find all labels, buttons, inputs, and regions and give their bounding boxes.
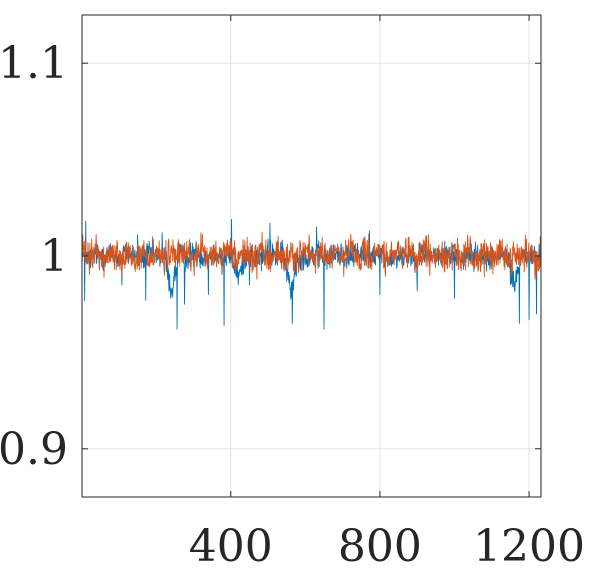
x-tick-label: 1200 bbox=[473, 521, 585, 572]
x-tick-labels: 400 800 1200 bbox=[189, 521, 585, 572]
tick-marks bbox=[82, 15, 541, 497]
y-tick-label: 0.9 bbox=[0, 424, 68, 475]
y-tick-labels: 0.9 1 1.1 bbox=[0, 38, 68, 475]
x-tick-label: 800 bbox=[338, 521, 422, 572]
y-tick-label: 1.1 bbox=[0, 38, 68, 89]
series-group bbox=[81, 218, 542, 330]
series-line-2 bbox=[81, 231, 542, 280]
series-line-1 bbox=[81, 218, 542, 330]
x-tick-label: 400 bbox=[189, 521, 273, 572]
y-tick-label: 1 bbox=[40, 231, 68, 282]
